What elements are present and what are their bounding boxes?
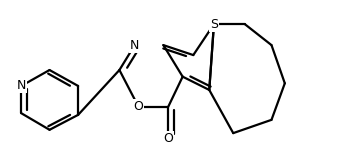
Text: N: N: [130, 39, 139, 52]
Text: N: N: [17, 79, 26, 92]
Text: O: O: [134, 100, 143, 113]
Text: S: S: [210, 18, 218, 31]
Text: O: O: [163, 132, 173, 145]
